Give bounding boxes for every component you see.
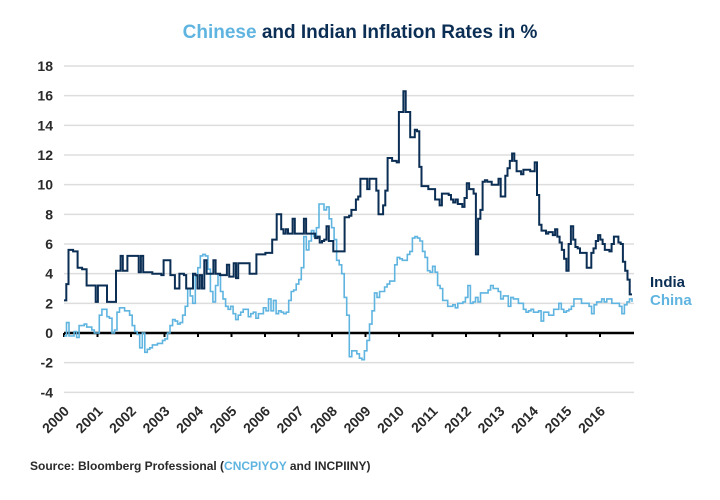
x-tick-label: 2014 [508,403,541,436]
legend-label-india: India [650,274,686,291]
source-code-china: CNCPIYOY [224,459,287,473]
x-tick-label: 2013 [474,403,507,436]
x-tick-label: 2011 [408,403,441,436]
x-tick-label: 2001 [72,403,105,436]
x-tick-label: 2012 [441,403,474,436]
y-tick-label: 4 [45,266,53,282]
x-tick-label: 2007 [273,403,306,436]
legend-label-china: China [650,292,692,309]
x-tick-label: 2005 [206,403,239,436]
y-tick-label: 6 [45,236,53,252]
x-tick-label: 2003 [139,403,172,436]
y-tick-label: 14 [37,117,53,133]
y-tick-label: 2 [45,295,53,311]
x-tick-label: 2015 [541,403,574,436]
y-tick-label: 18 [37,58,53,74]
gridlines [64,65,634,394]
x-tick-label: 2009 [340,403,373,436]
chart-title-rest: and Indian Inflation Rates in % [256,22,538,43]
x-tick-label: 2000 [39,403,72,436]
chart-title-china: Chinese [182,22,257,43]
y-tick-label: -2 [41,355,54,371]
series-line-china [64,203,633,361]
chart-title: Chinese and Indian Inflation Rates in % [0,22,720,44]
x-tick-label: 2016 [575,403,608,436]
x-tick-label: 2004 [173,403,206,436]
y-tick-label: 10 [37,177,53,193]
x-tick-label: 2008 [307,403,340,436]
source-prefix: Source: Bloomberg Professional ( [30,459,225,473]
source-suffix: and INCPIINY) [286,459,371,473]
x-tick-label: 2002 [106,403,139,436]
y-tick-label: 12 [37,147,53,163]
x-axis: 2000 2001 2002 2003 2004 2005 2006 2007 2008 2009… [39,333,608,436]
y-tick-label: 16 [37,88,53,104]
x-tick-label: 2006 [240,403,273,436]
y-tick-label: -4 [41,384,54,400]
x-tick-label: 2010 [374,403,407,436]
source-note: Source: Bloomberg Professional (CNCPIYOY… [30,459,371,473]
y-tick-label: 8 [45,206,53,222]
series-line-india [64,90,632,303]
y-axis: -4 -2 0 2 4 6 8 10 12 14 16 18 [37,58,53,400]
series-lines [64,90,633,361]
y-tick-label: 0 [45,325,53,341]
